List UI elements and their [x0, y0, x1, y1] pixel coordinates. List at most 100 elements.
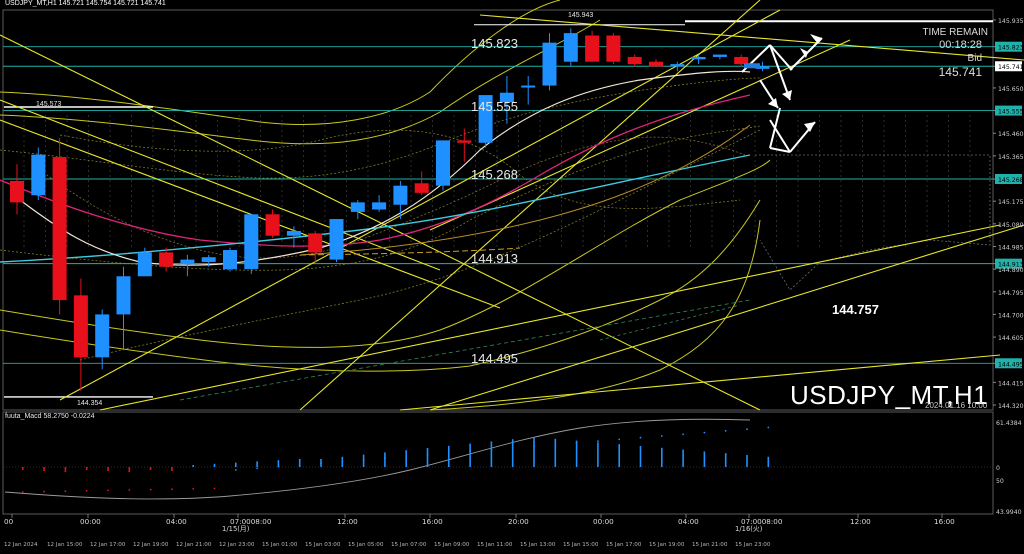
time-label: 16:00: [934, 517, 955, 526]
macd-dot: [618, 438, 621, 441]
candle[interactable]: [627, 54, 642, 67]
candle-body: [499, 92, 514, 103]
macd-dot: [703, 431, 706, 434]
time-remain-label: TIME REMAIN: [922, 27, 988, 38]
macd-bar: [22, 467, 24, 470]
candle[interactable]: [478, 95, 493, 148]
macd-bar: [43, 467, 45, 471]
candle[interactable]: [649, 59, 663, 67]
macd-bar: [362, 454, 365, 467]
macd-dot: [533, 445, 535, 448]
candle-body: [414, 183, 429, 193]
macd-bar: [618, 444, 620, 467]
candle[interactable]: [350, 199, 365, 220]
macd-bar: [426, 448, 429, 467]
candle[interactable]: [499, 76, 514, 124]
macd-dot: [384, 457, 386, 459]
candle-body: [265, 214, 280, 236]
candle-body: [670, 64, 685, 67]
band-curve: [0, 19, 601, 145]
candle[interactable]: [244, 214, 259, 274]
candle[interactable]: [393, 180, 408, 220]
candle[interactable]: [308, 230, 323, 262]
trend-line: [0, 34, 761, 411]
candle[interactable]: [10, 164, 24, 215]
axis-price-label: 145.741: [998, 64, 1024, 71]
time-bottom-label: 12 Jan 21:00: [176, 542, 212, 548]
candle-body: [244, 214, 259, 270]
candle[interactable]: [95, 309, 110, 370]
candle-body: [542, 42, 557, 86]
macd-bar: [448, 445, 450, 467]
candle[interactable]: [73, 278, 88, 391]
indicator-axis-label: 50: [996, 478, 1004, 485]
forecast-arrow: [769, 119, 791, 153]
macd-dot: [341, 460, 344, 463]
axis-price-label: 144.700: [998, 312, 1024, 319]
candle[interactable]: [116, 266, 131, 351]
macd-dot: [490, 448, 493, 451]
trend-line: [99, 224, 1001, 411]
macd-bar: [277, 460, 280, 467]
candle-body: [393, 185, 408, 205]
macd-dot: [149, 488, 152, 491]
indicator-title: fuuta_Macd 58.2750 -0.0224: [5, 413, 95, 420]
macd-dot: [575, 441, 578, 444]
candle[interactable]: [223, 247, 237, 272]
candle[interactable]: [585, 30, 600, 62]
candle-body: [10, 180, 24, 203]
time-label: 00:00: [593, 517, 614, 526]
axis-price-label: 145.365: [998, 154, 1024, 161]
candle[interactable]: [31, 147, 46, 200]
candle[interactable]: [180, 254, 195, 277]
candle-body: [372, 202, 387, 210]
cloud-span: [39, 136, 746, 259]
candle[interactable]: [436, 140, 450, 191]
candle[interactable]: [414, 171, 429, 196]
candle[interactable]: [606, 33, 621, 65]
candle[interactable]: [265, 209, 280, 239]
candle[interactable]: [542, 33, 557, 91]
arrow-head: [810, 34, 822, 44]
candle[interactable]: [286, 226, 301, 248]
candle[interactable]: [734, 54, 749, 67]
candle[interactable]: [563, 28, 578, 67]
indicator-axis-label: 43.9940: [996, 509, 1022, 516]
axis-price-label: 145.460: [998, 131, 1024, 138]
candle[interactable]: [755, 61, 770, 72]
candle-body: [436, 140, 450, 186]
time-bottom-label: 12 Jan 2024: [4, 542, 38, 548]
trend-line: [429, 224, 1024, 411]
candle[interactable]: [457, 128, 472, 162]
candle[interactable]: [52, 138, 67, 315]
axis-price-tag: [995, 358, 1022, 369]
macd-dot: [362, 458, 365, 461]
candle[interactable]: [712, 54, 727, 60]
candle[interactable]: [201, 254, 216, 267]
band-thin: [0, 77, 761, 179]
candle-body: [627, 56, 642, 65]
trend-line: [299, 0, 761, 411]
axis-price-label: 144.913: [998, 262, 1024, 269]
trend-line: [399, 354, 1001, 411]
candle[interactable]: [329, 219, 344, 262]
candle[interactable]: [159, 247, 174, 272]
candle-body: [329, 219, 344, 260]
macd-dot: [213, 487, 216, 490]
time-label: 07:0008:00: [741, 517, 783, 526]
day-label: 1/16(火): [735, 525, 763, 533]
candle[interactable]: [521, 76, 536, 105]
macd-dot: [298, 464, 301, 466]
macd-dot: [511, 447, 514, 449]
candle[interactable]: [691, 54, 706, 65]
axis-price-label: 144.795: [998, 290, 1024, 297]
level-label-145268: 145.268: [471, 167, 518, 182]
macd-bar: [554, 438, 557, 467]
axis-price-label: 144.495: [998, 361, 1024, 368]
candle[interactable]: [372, 195, 387, 212]
candle[interactable]: [137, 247, 152, 277]
cloud-outline: [755, 154, 991, 291]
candle[interactable]: [670, 61, 685, 72]
